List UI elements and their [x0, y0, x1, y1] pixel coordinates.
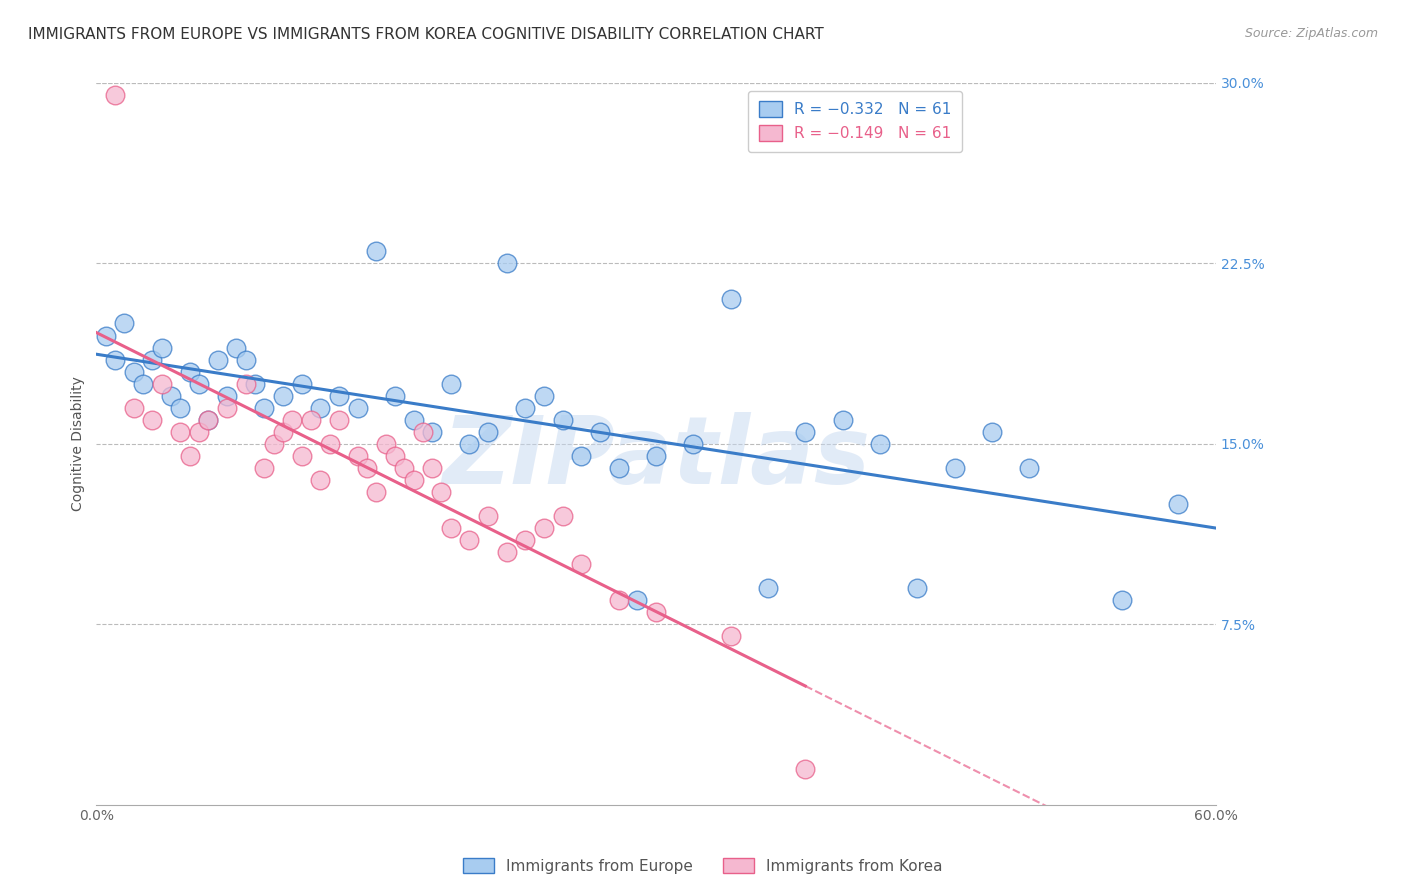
Point [328, 413, 350, 427]
Point [392, 460, 415, 475]
Text: ZIPatlas: ZIPatlas [441, 412, 870, 504]
Point [235, 376, 257, 391]
Point [412, 425, 434, 439]
Point [756, 581, 779, 595]
Point [290, 449, 312, 463]
Point [215, 401, 238, 415]
Point [243, 376, 266, 391]
Point [515, 401, 537, 415]
Text: IMMIGRANTS FROM EUROPE VS IMMIGRANTS FROM KOREA COGNITIVE DISABILITY CORRELATION: IMMIGRANTS FROM EUROPE VS IMMIGRANTS FRO… [28, 27, 824, 42]
Point [515, 533, 537, 547]
Point [402, 413, 425, 427]
Point [141, 352, 163, 367]
Point [197, 413, 219, 427]
Point [179, 365, 201, 379]
Point [160, 389, 183, 403]
Point [179, 449, 201, 463]
Point [263, 437, 285, 451]
Point [188, 425, 211, 439]
Point [122, 401, 145, 415]
Point [645, 449, 668, 463]
Point [225, 341, 247, 355]
Point [943, 460, 966, 475]
Point [169, 401, 191, 415]
Point [346, 449, 368, 463]
Point [440, 521, 463, 535]
Point [104, 352, 127, 367]
Point [94, 328, 117, 343]
Point [905, 581, 928, 595]
Point [589, 425, 612, 439]
Point [271, 389, 294, 403]
Point [607, 460, 630, 475]
Text: Source: ZipAtlas.com: Source: ZipAtlas.com [1244, 27, 1378, 40]
Point [533, 521, 555, 535]
Point [495, 256, 517, 270]
Point [571, 557, 593, 571]
Point [356, 460, 378, 475]
Point [551, 413, 574, 427]
Point [645, 605, 668, 619]
Point [720, 629, 742, 643]
Point [207, 352, 229, 367]
Point [197, 413, 219, 427]
Point [420, 425, 443, 439]
Point [281, 413, 304, 427]
Point [112, 317, 135, 331]
Point [430, 484, 453, 499]
Point [384, 389, 406, 403]
Point [458, 533, 481, 547]
Point [215, 389, 238, 403]
Y-axis label: Cognitive Disability: Cognitive Disability [72, 376, 86, 511]
Point [150, 341, 173, 355]
Point [440, 376, 463, 391]
Point [366, 244, 388, 259]
Point [318, 437, 340, 451]
Point [150, 376, 173, 391]
Point [794, 762, 817, 776]
Point [384, 449, 406, 463]
Point [682, 437, 704, 451]
Point [831, 413, 853, 427]
Point [253, 401, 276, 415]
Point [309, 473, 332, 487]
Point [794, 425, 817, 439]
Point [607, 593, 630, 607]
Point [980, 425, 1002, 439]
Point [328, 389, 350, 403]
Point [1111, 593, 1133, 607]
Point [366, 484, 388, 499]
Point [420, 460, 443, 475]
Point [122, 365, 145, 379]
Point [571, 449, 593, 463]
Point [402, 473, 425, 487]
Point [346, 401, 368, 415]
Point [720, 293, 742, 307]
Point [1018, 460, 1040, 475]
Point [132, 376, 155, 391]
Point [169, 425, 191, 439]
Point [869, 437, 891, 451]
Legend: R = −0.332   N = 61, R = −0.149   N = 61: R = −0.332 N = 61, R = −0.149 N = 61 [748, 91, 962, 152]
Legend: Immigrants from Europe, Immigrants from Korea: Immigrants from Europe, Immigrants from … [457, 852, 949, 880]
Point [290, 376, 312, 391]
Point [533, 389, 555, 403]
Point [271, 425, 294, 439]
Point [188, 376, 211, 391]
Point [551, 508, 574, 523]
Point [626, 593, 648, 607]
Point [477, 508, 499, 523]
Point [253, 460, 276, 475]
Point [104, 87, 127, 102]
Point [309, 401, 332, 415]
Point [299, 413, 322, 427]
Point [141, 413, 163, 427]
Point [374, 437, 396, 451]
Point [1167, 497, 1189, 511]
Point [458, 437, 481, 451]
Point [477, 425, 499, 439]
Point [235, 352, 257, 367]
Point [495, 545, 517, 559]
